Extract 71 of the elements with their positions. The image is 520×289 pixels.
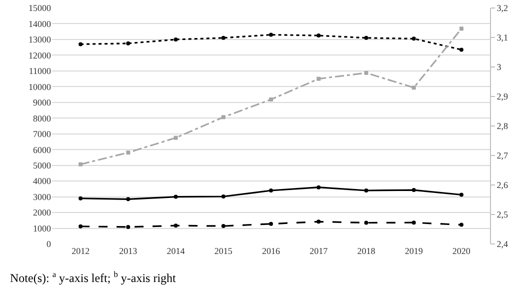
x-tick-label: 2016 [262,246,280,256]
y2-tick-label: 3,2 [496,3,508,14]
point [269,222,273,226]
y-tick-label: 15000 [28,3,52,14]
point [412,188,416,192]
point [364,188,368,193]
y2-tick-label: 2,8 [496,121,509,132]
point [316,220,321,224]
x-tick-label: 2019 [404,246,424,256]
y-tick-label: 12000 [28,50,52,60]
point [459,48,464,52]
point [364,36,368,40]
y-tick-label: 1000 [33,223,52,234]
y2-tick-label: 2,4 [496,239,509,250]
y-tick-label: 14000 [28,18,52,29]
point [316,185,321,190]
point [459,26,464,31]
point [174,37,178,42]
point [412,220,416,225]
x-tick-label: 2020 [452,246,471,256]
y-tick-label: 9000 [33,98,52,108]
point [269,188,273,193]
y-tick-label: 11000 [28,66,52,76]
point [174,194,178,199]
y-tick-label: 0 [46,239,52,250]
y2-tick-label: 2,9 [496,92,509,102]
y-tick-label: 6000 [33,144,52,155]
point [269,32,273,37]
point [412,86,416,90]
y2-tick-label: 2,6 [496,180,509,190]
point [126,225,130,230]
y2-tick-label: 3 [496,62,502,72]
point [316,76,321,81]
point [364,70,368,75]
point [126,41,130,46]
point [174,136,178,140]
y2-tick-label: 2,5 [496,210,509,220]
y-tick-label: 8000 [33,113,52,124]
y-tick-label: 4000 [33,176,52,186]
point [269,97,273,102]
y2-tick-label: 3,1 [496,32,508,43]
x-tick-label: 2018 [357,246,376,256]
y-tick-label: 5000 [33,160,52,170]
point [221,194,226,198]
point [364,220,368,225]
point [221,36,226,40]
y-tick-label: 10000 [28,82,52,92]
x-tick-label: 2014 [166,246,186,256]
point [221,224,226,228]
y-tick-label: 3000 [33,192,52,202]
point [78,224,83,228]
x-tick-label: 2015 [214,246,233,256]
y-tick-label: 7000 [33,129,52,140]
text: Note(s): $^{a}$ y-axis left; $^{b}$ y-axis right [10,270,177,286]
x-tick-label: 2017 [310,246,328,256]
point [221,115,226,120]
x-tick-label: 2012 [72,246,90,256]
x-tick-label: 2013 [119,246,138,256]
point [316,34,321,38]
point [174,224,178,228]
point [459,222,464,227]
y-tick-label: 13000 [28,34,52,45]
point [412,36,416,41]
point [459,192,464,197]
y-tick-label: 2000 [33,208,52,218]
point [126,197,130,202]
point [126,150,130,155]
point [78,42,83,46]
point [78,162,83,166]
point [78,196,83,200]
y2-tick-label: 2,7 [496,150,509,161]
